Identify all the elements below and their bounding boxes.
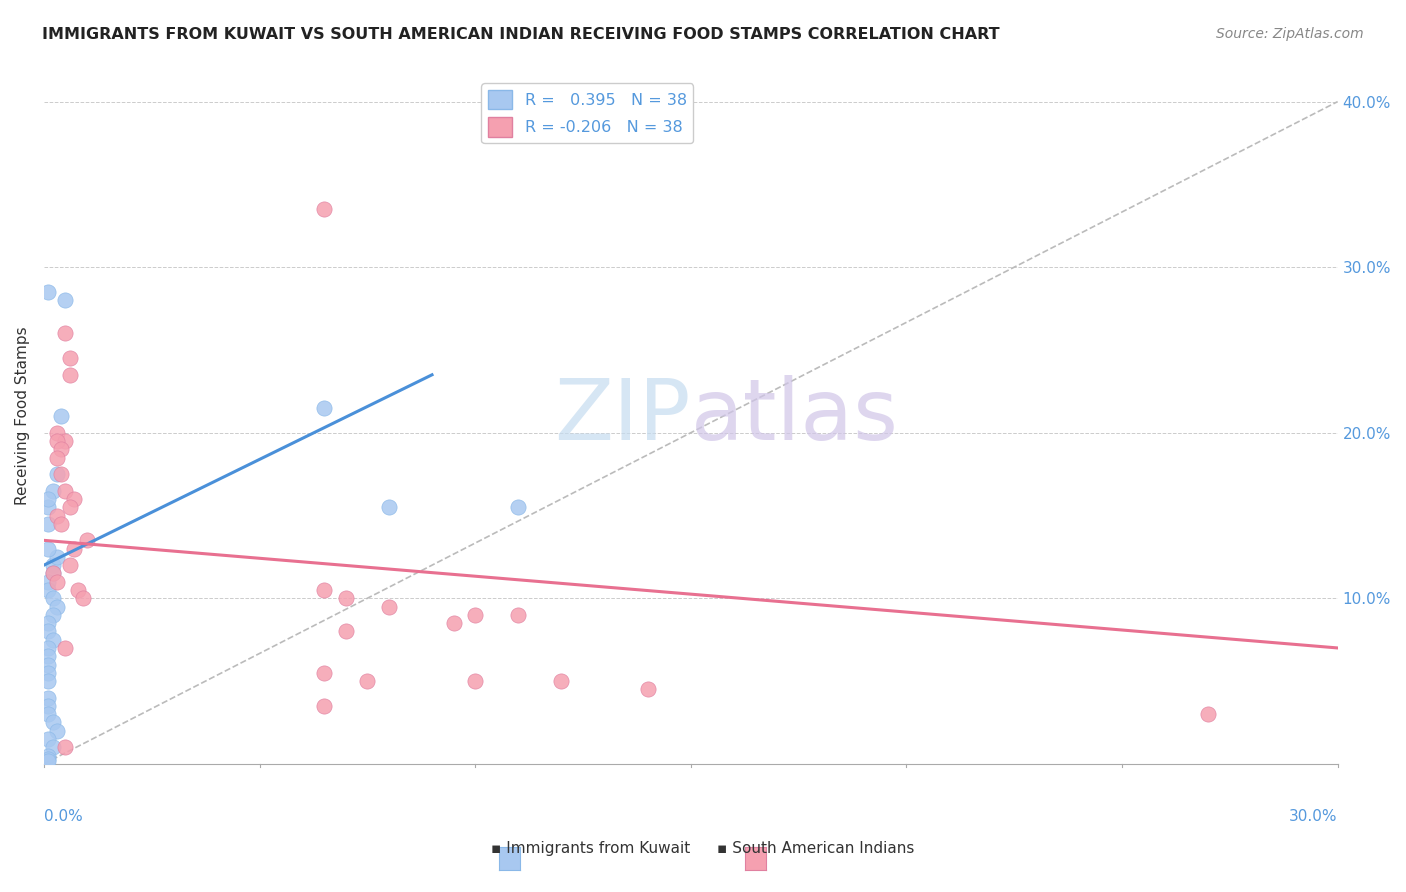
Point — [37, 731, 59, 746]
Point — [378, 599, 401, 614]
Point — [55, 326, 77, 341]
Point — [41, 558, 63, 573]
Point — [41, 591, 63, 606]
Point — [37, 707, 59, 722]
Point — [37, 674, 59, 689]
Point — [37, 665, 59, 680]
Point — [41, 715, 63, 730]
Point — [1197, 707, 1219, 722]
Point — [41, 483, 63, 498]
Point — [37, 516, 59, 531]
Point — [45, 434, 67, 448]
Point — [508, 607, 530, 622]
Point — [464, 674, 486, 689]
Point — [37, 690, 59, 705]
Point — [41, 632, 63, 647]
Point — [45, 723, 67, 738]
Point — [37, 500, 59, 515]
Point — [45, 549, 67, 564]
Point — [637, 682, 659, 697]
Point — [45, 467, 67, 482]
Point — [37, 752, 59, 766]
Point — [63, 541, 86, 556]
Point — [356, 674, 378, 689]
Point — [55, 434, 77, 448]
Text: atlas: atlas — [690, 375, 898, 458]
Point — [67, 582, 90, 597]
Point — [55, 483, 77, 498]
Point — [314, 401, 336, 415]
Point — [37, 491, 59, 506]
Point — [37, 657, 59, 672]
Point — [37, 285, 59, 299]
Point — [45, 425, 67, 440]
Y-axis label: Receiving Food Stamps: Receiving Food Stamps — [15, 326, 30, 506]
Point — [55, 640, 77, 655]
Point — [49, 409, 72, 424]
Point — [59, 351, 82, 366]
Text: ▪ South American Indians: ▪ South American Indians — [717, 841, 914, 856]
Point — [41, 566, 63, 581]
Point — [59, 500, 82, 515]
Point — [37, 582, 59, 597]
Text: ▪ Immigrants from Kuwait: ▪ Immigrants from Kuwait — [491, 841, 690, 856]
Point — [59, 558, 82, 573]
Point — [37, 698, 59, 713]
Point — [45, 450, 67, 465]
Point — [37, 649, 59, 664]
Point — [550, 674, 572, 689]
Point — [37, 748, 59, 763]
Point — [335, 624, 357, 639]
Point — [37, 754, 59, 768]
Point — [45, 574, 67, 589]
Point — [464, 607, 486, 622]
Point — [314, 698, 336, 713]
Point — [45, 599, 67, 614]
Point — [37, 640, 59, 655]
Point — [508, 500, 530, 515]
Point — [37, 616, 59, 631]
Text: ZIP: ZIP — [554, 375, 690, 458]
Point — [55, 740, 77, 755]
Point — [314, 202, 336, 217]
Point — [76, 533, 98, 548]
Legend: R =   0.395   N = 38, R = -0.206   N = 38: R = 0.395 N = 38, R = -0.206 N = 38 — [481, 84, 693, 144]
Text: 0.0%: 0.0% — [44, 809, 83, 824]
Text: Source: ZipAtlas.com: Source: ZipAtlas.com — [1216, 27, 1364, 41]
Point — [72, 591, 94, 606]
Point — [378, 500, 401, 515]
Point — [41, 740, 63, 755]
Text: 30.0%: 30.0% — [1289, 809, 1337, 824]
Point — [41, 607, 63, 622]
Point — [37, 624, 59, 639]
Point — [41, 566, 63, 581]
Point — [49, 467, 72, 482]
Point — [59, 368, 82, 382]
Point — [443, 616, 465, 631]
Point — [49, 516, 72, 531]
Point — [314, 665, 336, 680]
Point — [45, 508, 67, 523]
Point — [55, 293, 77, 308]
Point — [335, 591, 357, 606]
Point — [37, 574, 59, 589]
Point — [314, 582, 336, 597]
Point — [37, 541, 59, 556]
Point — [63, 491, 86, 506]
Point — [49, 442, 72, 457]
Text: IMMIGRANTS FROM KUWAIT VS SOUTH AMERICAN INDIAN RECEIVING FOOD STAMPS CORRELATIO: IMMIGRANTS FROM KUWAIT VS SOUTH AMERICAN… — [42, 27, 1000, 42]
